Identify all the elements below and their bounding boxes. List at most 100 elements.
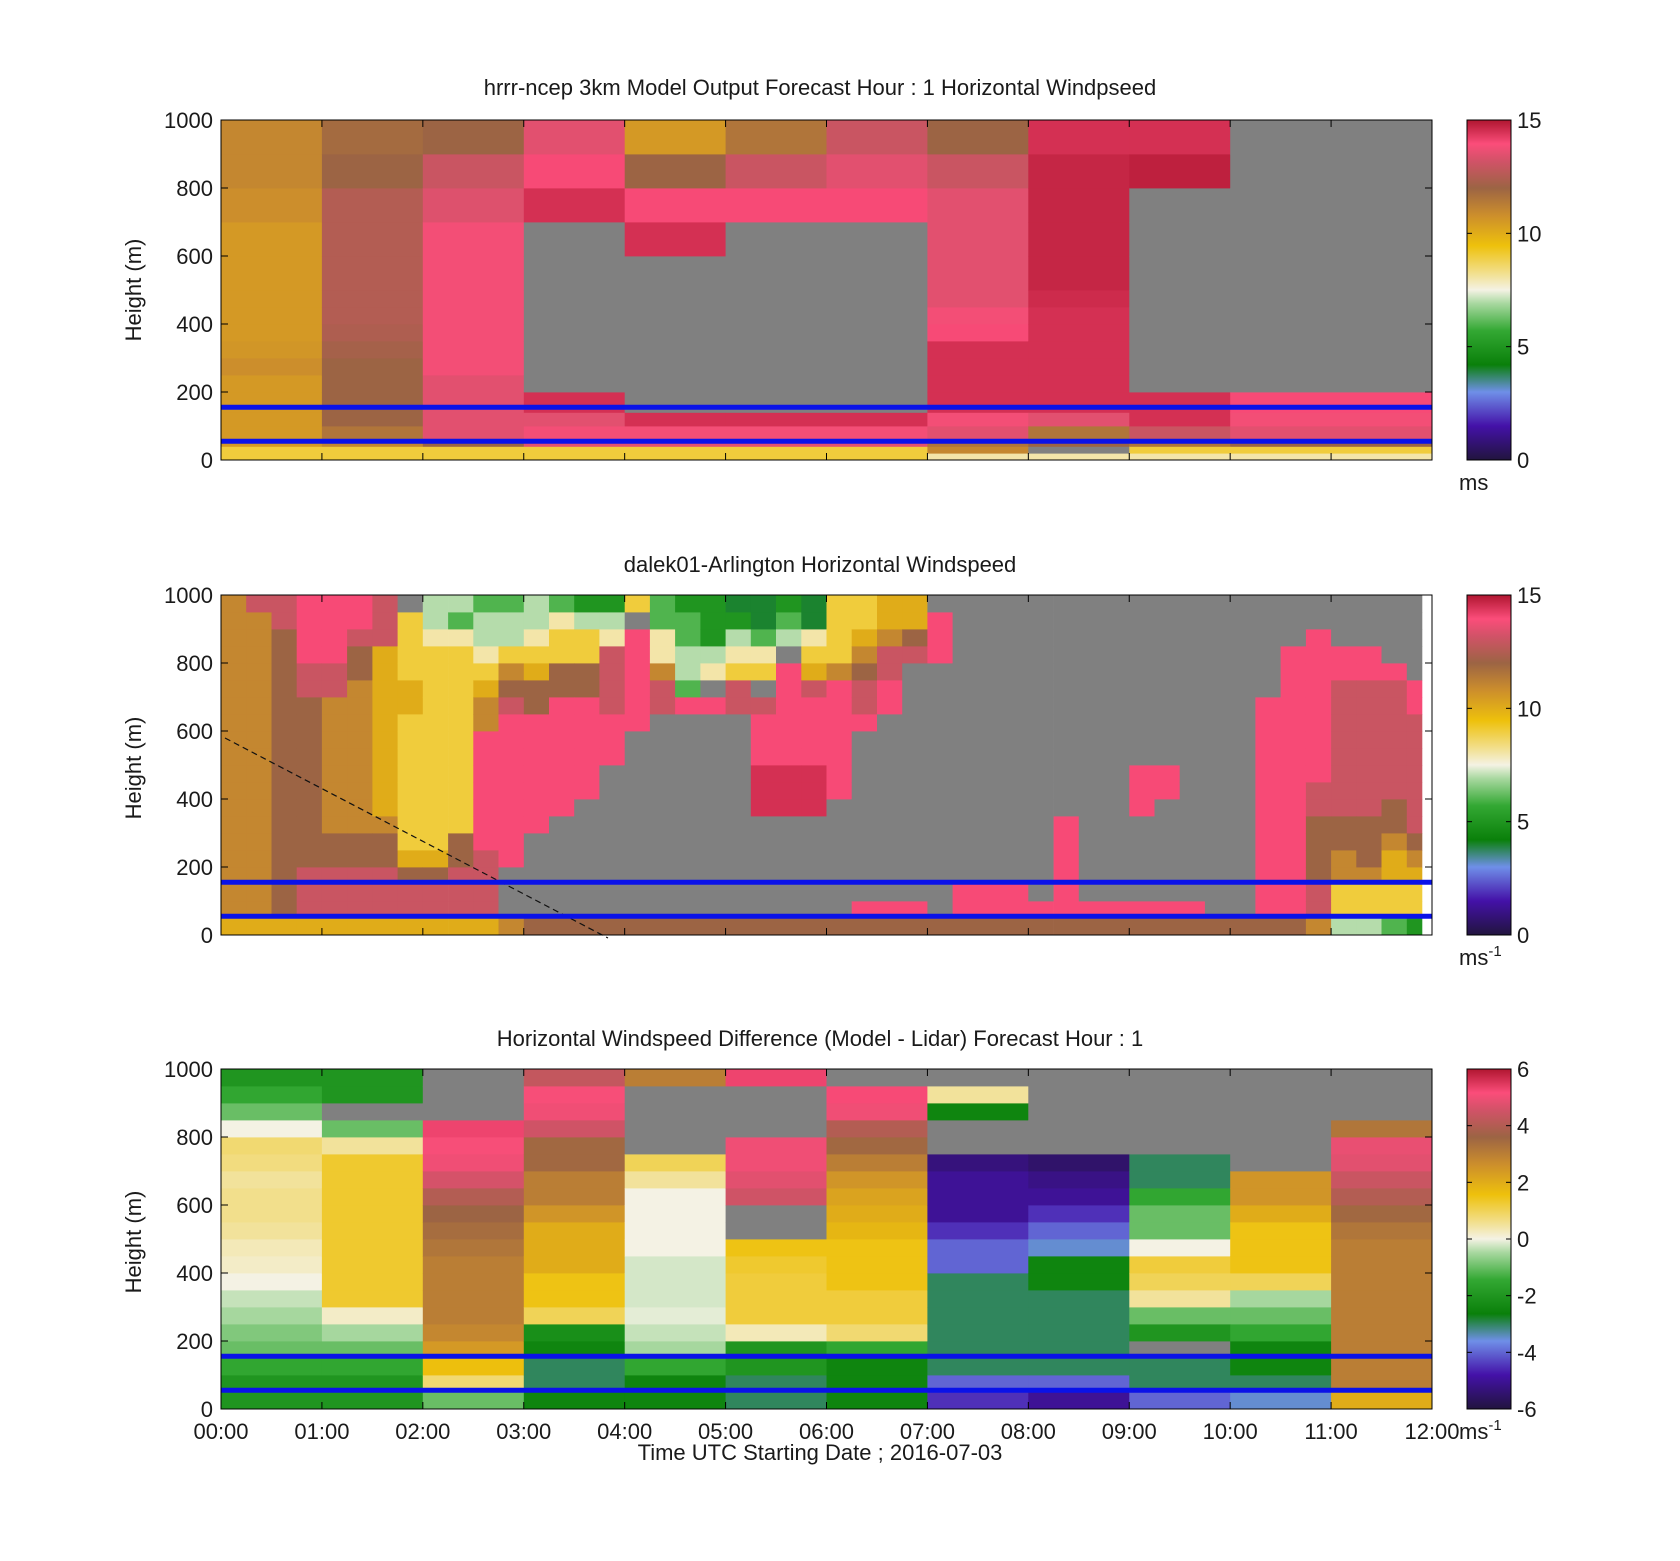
heatmap-cell xyxy=(1028,324,1130,342)
heatmap-cell xyxy=(725,1392,827,1410)
heatmap-cell xyxy=(700,680,726,698)
heatmap-cell xyxy=(599,918,625,936)
heatmap-cell xyxy=(221,1324,323,1342)
y-tick-label: 800 xyxy=(176,651,213,676)
heatmap-cell xyxy=(271,850,298,868)
heatmap-cell xyxy=(927,782,953,800)
heatmap-cell xyxy=(851,799,878,817)
heatmap-cell xyxy=(271,748,298,766)
heatmap-cell xyxy=(321,453,424,461)
x-tick-label: 04:00 xyxy=(597,1419,652,1444)
heatmap-cell xyxy=(1331,188,1433,223)
heatmap-cell xyxy=(246,629,272,647)
heatmap-cell xyxy=(422,1273,525,1291)
heatmap-cell xyxy=(1154,833,1181,851)
heatmap-cell xyxy=(624,697,651,715)
heatmap-cell xyxy=(1204,782,1231,800)
heatmap-cell xyxy=(1053,833,1080,851)
heatmap-cell xyxy=(321,1171,424,1189)
heatmap-cell xyxy=(221,1256,323,1274)
heatmap-cell xyxy=(1331,412,1433,427)
heatmap-cell xyxy=(750,680,777,698)
heatmap-cell xyxy=(1053,731,1080,749)
heatmap-cell xyxy=(1053,816,1080,834)
heatmap-cell xyxy=(1331,1103,1433,1121)
heatmap-cell xyxy=(372,799,398,817)
heatmap-cell xyxy=(826,765,853,783)
x-tick-label: 05:00 xyxy=(698,1419,753,1444)
heatmap-cell xyxy=(700,646,726,664)
heatmap-cell xyxy=(851,731,878,749)
heatmap-cell xyxy=(1331,833,1357,851)
heatmap-cell xyxy=(321,324,424,342)
heatmap-cell xyxy=(321,1103,424,1121)
heatmap-cell xyxy=(851,850,878,868)
heatmap-cell xyxy=(700,663,726,681)
heatmap-cell xyxy=(902,799,928,817)
heatmap-cell xyxy=(1104,765,1130,783)
y-axis-label: Height (m) xyxy=(121,239,146,342)
heatmap-cell xyxy=(549,833,575,851)
heatmap-cell xyxy=(448,612,474,630)
heatmap-cell xyxy=(1280,918,1307,936)
heatmap-cell xyxy=(347,833,373,851)
heatmap-cell xyxy=(422,1324,525,1342)
heatmap-cell xyxy=(927,1222,1029,1240)
heatmap-cell xyxy=(397,816,424,834)
heatmap-cell xyxy=(826,1137,928,1155)
dashed-diagonal-line xyxy=(224,737,609,939)
heatmap-cell xyxy=(321,1154,424,1172)
heatmap-cell xyxy=(1230,612,1256,630)
heatmap-cell xyxy=(1305,850,1332,868)
heatmap-cell xyxy=(473,629,499,647)
heatmap-cell xyxy=(1129,918,1155,936)
heatmap-cell xyxy=(347,748,373,766)
heatmap-cell xyxy=(725,629,752,647)
heatmap-cell xyxy=(321,612,348,630)
heatmap-cell xyxy=(599,748,625,766)
heatmap-cell xyxy=(1204,663,1231,681)
heatmap-cell xyxy=(473,816,499,834)
heatmap-cell xyxy=(1331,850,1357,868)
heatmap-cell xyxy=(826,307,928,325)
heatmap-cell xyxy=(624,663,651,681)
heatmap-cell xyxy=(750,663,777,681)
heatmap-cell xyxy=(1078,782,1105,800)
heatmap-cell xyxy=(801,782,827,800)
heatmap-cell xyxy=(624,1324,726,1342)
heatmap-cell xyxy=(1331,816,1357,834)
heatmap-cell xyxy=(321,188,424,223)
heatmap-cell xyxy=(321,1069,424,1087)
heatmap-cell xyxy=(927,1171,1029,1189)
heatmap-cell xyxy=(624,595,651,613)
heatmap-cell xyxy=(675,850,701,868)
heatmap-cell xyxy=(725,307,827,325)
heatmap-cell xyxy=(1028,1171,1130,1189)
y-tick-label: 200 xyxy=(176,380,213,405)
heatmap-cell xyxy=(523,680,550,698)
heatmap-cell xyxy=(1331,765,1357,783)
heatmap-cell xyxy=(1255,663,1281,681)
heatmap-cell xyxy=(1230,697,1256,715)
heatmap-cell xyxy=(1028,307,1130,325)
heatmap-cell xyxy=(826,697,853,715)
heatmap-cell xyxy=(448,680,474,698)
heatmap-cell xyxy=(599,816,625,834)
heatmap-cell xyxy=(851,612,878,630)
heatmap-cell xyxy=(372,782,398,800)
heatmap-cell xyxy=(549,612,575,630)
heatmap-cell xyxy=(1129,358,1231,376)
heatmap-cell xyxy=(549,714,575,732)
heatmap-cell xyxy=(1381,833,1408,851)
heatmap-cell xyxy=(1129,1103,1231,1121)
heatmap-cell xyxy=(422,1307,525,1325)
heatmap-cell xyxy=(1078,748,1105,766)
heatmap-cell xyxy=(927,629,953,647)
heatmap-cell xyxy=(523,1205,626,1223)
heatmap-cell xyxy=(675,646,701,664)
x-axis-label: Time UTC Starting Date ; 2016-07-03 xyxy=(638,1440,1003,1465)
heatmap-cell xyxy=(1129,1358,1231,1376)
heatmap-cell xyxy=(952,697,979,715)
heatmap-cell xyxy=(549,595,575,613)
heatmap-cell xyxy=(422,1239,525,1257)
